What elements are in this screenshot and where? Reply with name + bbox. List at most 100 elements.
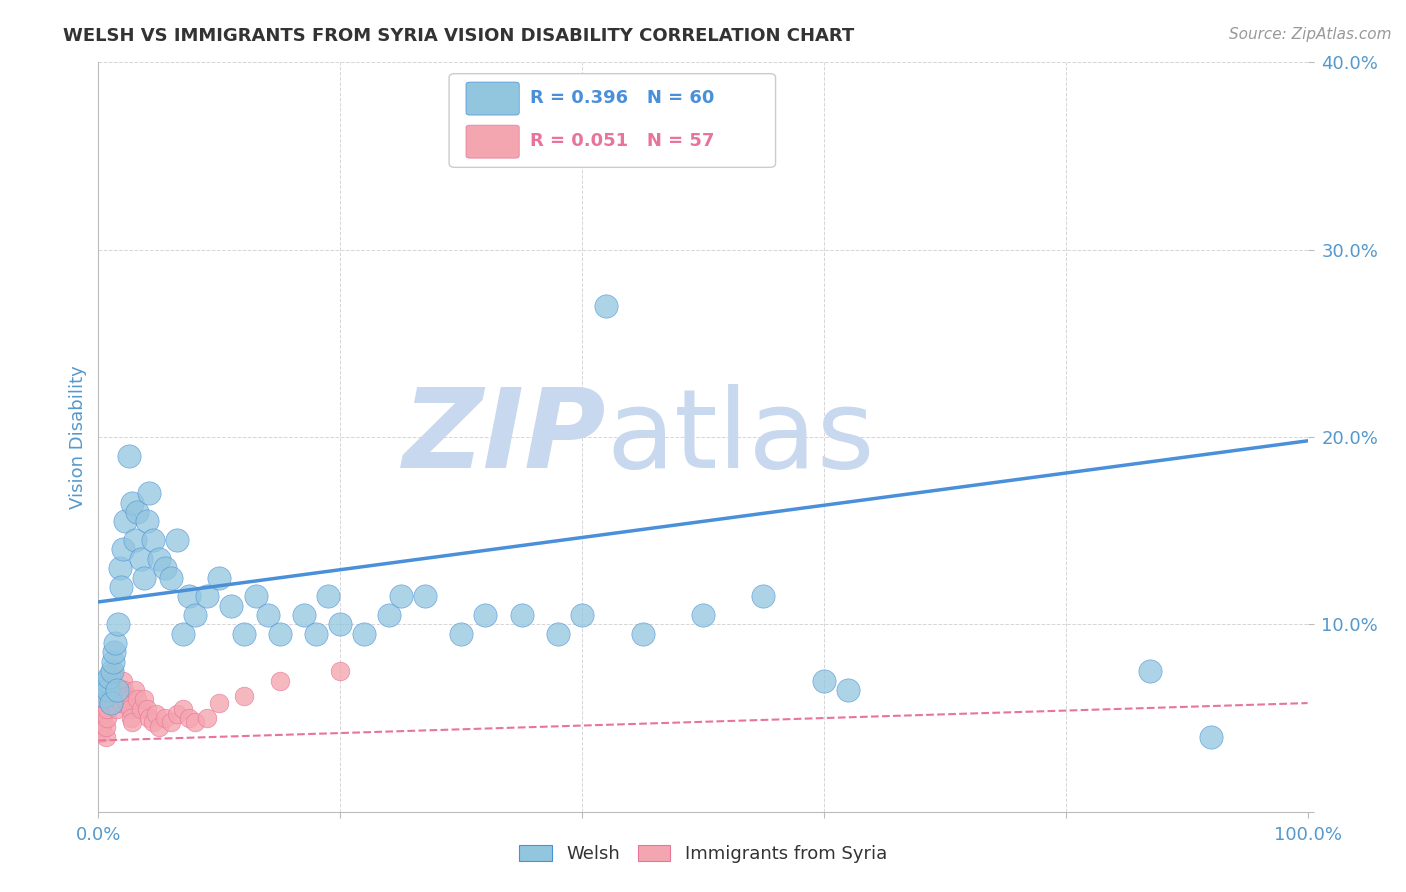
Point xyxy=(105,683,128,698)
Point xyxy=(134,692,156,706)
Point xyxy=(120,711,142,725)
Point xyxy=(316,590,339,604)
Point xyxy=(232,689,254,703)
Point xyxy=(148,551,170,566)
Point xyxy=(96,701,118,715)
Point xyxy=(145,707,167,722)
Point xyxy=(103,692,125,706)
Point xyxy=(413,590,436,604)
Point xyxy=(208,696,231,710)
Point xyxy=(813,673,835,688)
Point xyxy=(118,449,141,463)
Point xyxy=(93,689,115,703)
Point xyxy=(97,683,120,698)
Point xyxy=(595,299,617,313)
Point xyxy=(121,496,143,510)
Point xyxy=(124,683,146,698)
Point xyxy=(752,590,775,604)
Point xyxy=(108,689,131,703)
Point xyxy=(104,636,127,650)
Point xyxy=(353,626,375,640)
Point xyxy=(91,721,114,735)
Point xyxy=(111,673,134,688)
Point xyxy=(305,626,328,640)
Point xyxy=(692,608,714,623)
Point xyxy=(138,711,160,725)
Y-axis label: Vision Disability: Vision Disability xyxy=(69,365,87,509)
Point xyxy=(166,533,188,547)
Point xyxy=(153,561,176,575)
Point xyxy=(329,664,352,679)
Point xyxy=(107,692,129,706)
Text: R = 0.051   N = 57: R = 0.051 N = 57 xyxy=(530,132,714,150)
Point xyxy=(108,683,131,698)
Point xyxy=(256,608,278,623)
Point xyxy=(90,726,112,740)
Point xyxy=(245,590,267,604)
Point xyxy=(97,683,120,698)
Point xyxy=(135,514,157,528)
Point xyxy=(184,714,207,729)
Point xyxy=(100,683,122,698)
Text: atlas: atlas xyxy=(606,384,875,491)
Point xyxy=(142,714,165,729)
Point xyxy=(127,692,149,706)
Point xyxy=(450,626,472,640)
Point xyxy=(172,701,194,715)
Point xyxy=(160,714,183,729)
Point xyxy=(129,701,152,715)
Point xyxy=(115,689,138,703)
Point xyxy=(100,689,122,703)
Point xyxy=(179,711,201,725)
Point xyxy=(91,714,114,729)
Point xyxy=(172,626,194,640)
Point xyxy=(142,533,165,547)
Legend: Welsh, Immigrants from Syria: Welsh, Immigrants from Syria xyxy=(512,838,894,870)
Point xyxy=(184,608,207,623)
Point xyxy=(127,505,149,519)
Point xyxy=(96,673,118,688)
Point xyxy=(94,721,117,735)
Point xyxy=(118,692,141,706)
Point xyxy=(98,670,121,684)
Point xyxy=(104,696,127,710)
Text: WELSH VS IMMIGRANTS FROM SYRIA VISION DISABILITY CORRELATION CHART: WELSH VS IMMIGRANTS FROM SYRIA VISION DI… xyxy=(63,27,855,45)
Point xyxy=(91,711,114,725)
Point xyxy=(96,711,118,725)
Point xyxy=(179,590,201,604)
Point xyxy=(107,617,129,632)
Point xyxy=(91,701,114,715)
Point xyxy=(195,590,218,604)
FancyBboxPatch shape xyxy=(465,125,519,158)
Point xyxy=(135,701,157,715)
Point xyxy=(474,608,496,623)
Point xyxy=(105,701,128,715)
Point xyxy=(121,714,143,729)
Point xyxy=(292,608,315,623)
Point xyxy=(94,730,117,744)
Point xyxy=(129,551,152,566)
Point xyxy=(98,673,121,688)
Point xyxy=(329,617,352,632)
Point xyxy=(100,673,122,688)
Point xyxy=(148,721,170,735)
Point xyxy=(160,571,183,585)
Point xyxy=(101,664,124,679)
Point xyxy=(631,626,654,640)
Point xyxy=(269,673,291,688)
Point xyxy=(221,599,243,613)
Point xyxy=(100,696,122,710)
Point xyxy=(117,696,139,710)
Point xyxy=(232,626,254,640)
Point xyxy=(195,711,218,725)
Point xyxy=(112,683,135,698)
Point xyxy=(208,571,231,585)
Text: R = 0.396   N = 60: R = 0.396 N = 60 xyxy=(530,89,714,107)
Point xyxy=(94,677,117,691)
FancyBboxPatch shape xyxy=(449,74,776,168)
Point xyxy=(1199,730,1222,744)
Point xyxy=(571,608,593,623)
Text: ZIP: ZIP xyxy=(402,384,606,491)
Point xyxy=(111,542,134,557)
Point xyxy=(100,696,122,710)
